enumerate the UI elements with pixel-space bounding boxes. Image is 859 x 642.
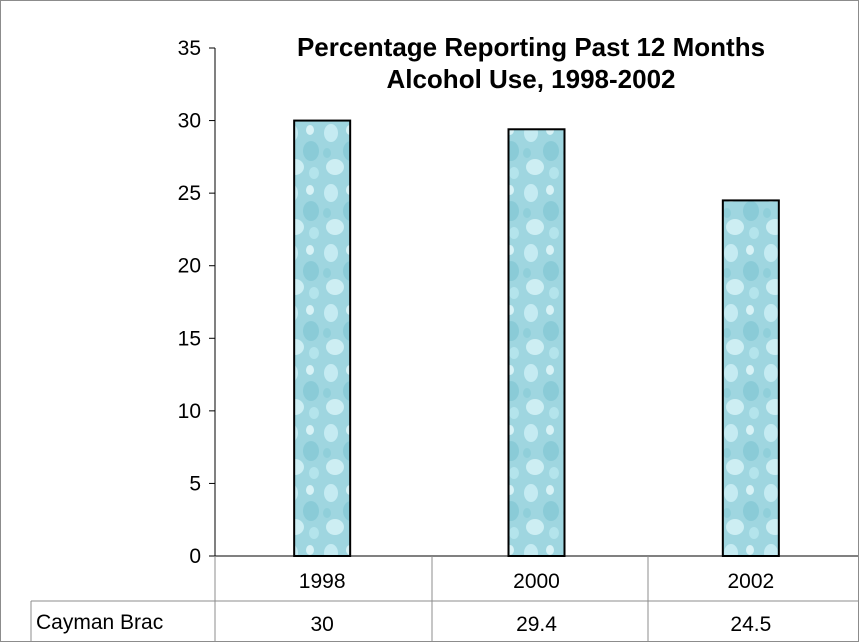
bar-2000	[507, 128, 566, 557]
bars	[293, 119, 780, 557]
y-tick-label: 15	[178, 327, 201, 350]
y-tick-label: 25	[178, 182, 201, 205]
x-category-label: 2000	[513, 570, 560, 593]
bar-2002	[721, 199, 780, 557]
y-tick-label: 30	[178, 110, 201, 133]
chart-title-line-1: Percentage Reporting Past 12 Months	[297, 32, 765, 62]
y-tick-label: 10	[178, 400, 201, 423]
y-tick-label: 35	[178, 37, 201, 60]
data-table: Cayman Brac 1998 30 2000 29.4 2002 24.5	[18, 556, 858, 641]
x-category-label: 1998	[299, 570, 346, 593]
table-row-label: Cayman Brac	[36, 611, 163, 634]
y-axis-ticks: 0 5 10 15 20 25 30 35	[178, 37, 215, 568]
legend-key	[18, 613, 30, 625]
y-tick-label: 20	[178, 255, 201, 278]
table-value-cell: 30	[310, 613, 333, 636]
y-tick-label: 5	[189, 472, 201, 495]
table-value-cell: 24.5	[730, 613, 771, 636]
x-category-label: 2002	[727, 570, 774, 593]
y-tick-label: 0	[189, 545, 201, 568]
chart-title-line-2: Alcohol Use, 1998-2002	[386, 64, 675, 94]
table-value-cell: 29.4	[516, 613, 557, 636]
bar-1998	[293, 119, 352, 557]
